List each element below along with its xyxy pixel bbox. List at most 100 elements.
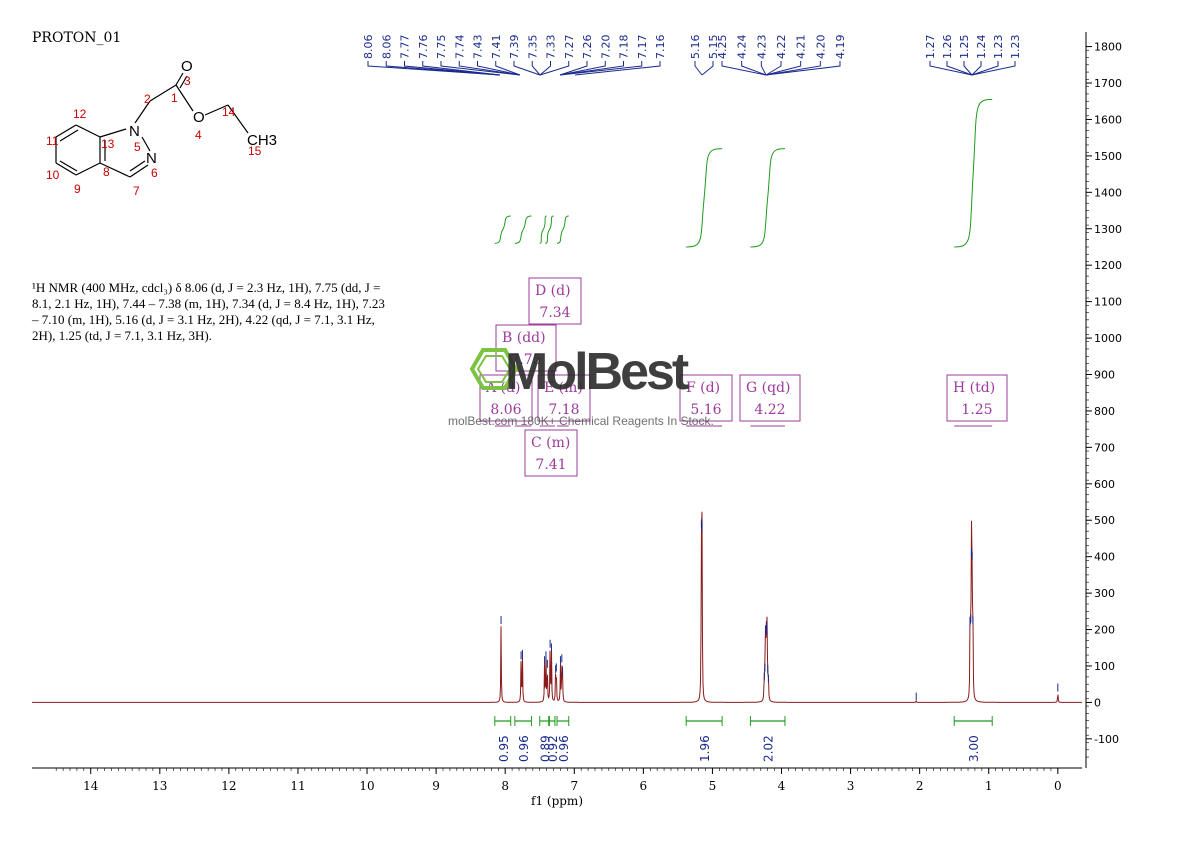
atom-number: 15 [248, 144, 262, 158]
peak-label: 7.75 [435, 35, 448, 60]
x-tick-label: 11 [290, 779, 305, 793]
peak-label: 1.27 [924, 35, 937, 60]
peak-label-connector [404, 61, 501, 76]
x-tick-label: 8 [501, 779, 509, 793]
nmr-assignment-text: ¹H NMR (400 MHz, cdcl₃) δ 8.06 (d, J = 2… [32, 280, 385, 343]
atom-number: 7 [133, 184, 140, 198]
integral-curve [686, 148, 723, 248]
peak-label-connector [495, 61, 521, 76]
y-tick-label: 0 [1094, 696, 1101, 709]
peak-label-connector [765, 61, 821, 76]
integration-bars: 0.95 0.96 0.890.920.96 1.96 2.02 3.00 [494, 716, 993, 762]
peak-label-connector [440, 61, 521, 76]
multiplet-shift: 7.41 [535, 457, 566, 473]
peak-label-connector [946, 61, 973, 76]
peak-label-connector [539, 61, 570, 76]
molecule-bonds [55, 72, 249, 178]
multiplet-box [537, 374, 591, 422]
peak-label-connector [477, 61, 521, 76]
multiplet-label: E (m) [544, 380, 583, 396]
peak-label-connector [559, 61, 643, 76]
peak-label: 1.26 [941, 35, 954, 60]
atom-number: 3 [184, 74, 191, 88]
peak-label-connector [531, 61, 541, 76]
atom-number: 13 [101, 137, 115, 151]
molecule-atoms: O O N N CH3 [129, 58, 277, 167]
y-tick-label: 700 [1094, 441, 1115, 454]
peak-label-connector [721, 61, 767, 76]
integration-value: 1.96 [698, 735, 712, 762]
x-tick-label: 7 [570, 779, 578, 793]
y-tick-label: 1200 [1094, 259, 1122, 272]
integration-value: 3.00 [967, 735, 981, 762]
peak-label-connector [458, 61, 521, 76]
atom-number: 10 [46, 168, 60, 182]
peak-label: 7.41 [490, 35, 503, 60]
y-tick-label: 1800 [1094, 41, 1122, 54]
peak-label: 7.26 [581, 35, 594, 60]
molecule-structure: O O N N CH3 1 2 3 4 5 6 7 8 9 10 11 12 1… [46, 58, 277, 198]
integral-curve [514, 215, 532, 244]
y-tick-label: 300 [1094, 587, 1115, 600]
peak-label-connector [559, 61, 588, 76]
peak-label-connector [760, 61, 767, 76]
x-tick-label: 2 [916, 779, 924, 793]
y-tick-label: 1600 [1094, 113, 1122, 126]
integration-value: 0.92 [546, 735, 560, 762]
multiplet-shift: 7.18 [548, 402, 579, 418]
peak-label: 7.35 [526, 35, 539, 60]
multiplet-shift: 7.75 [510, 352, 541, 368]
multiplet-box [739, 374, 801, 422]
y-tick-label: 800 [1094, 405, 1115, 418]
x-tick-label: 10 [359, 779, 374, 793]
peak-label-connector [385, 61, 501, 76]
y-axis: 1800170016001500140013001200110010009008… [1085, 32, 1122, 768]
peak-label: 7.27 [563, 35, 576, 60]
peak-label-connector [701, 61, 714, 76]
x-axis: 14 13 12 11 10 9 8 7 6 5 4 3 2 1 0 [32, 767, 1082, 793]
multiplet-label: C (m) [531, 435, 570, 451]
peak-label: 8.06 [380, 35, 393, 60]
atom-numbers: 1 2 3 4 5 6 7 8 9 10 11 12 13 14 15 [46, 74, 262, 198]
atom-number: 5 [134, 140, 141, 154]
y-tick-label: 1400 [1094, 186, 1122, 199]
peak-label-connector [741, 61, 767, 76]
peak-label-connector [539, 61, 551, 76]
x-tick-label: 3 [847, 779, 855, 793]
integral-curves [494, 98, 993, 248]
multiplet-shift: 7.34 [539, 305, 570, 321]
peak-label: 5.16 [689, 35, 702, 60]
atom-label: CH3 [247, 132, 277, 149]
integral-curve [545, 215, 554, 244]
x-axis-label: f1 (ppm) [531, 794, 583, 808]
y-tick-label: 1100 [1094, 296, 1122, 309]
peak-label: 7.43 [472, 35, 485, 60]
peak-label: 8.06 [362, 35, 375, 60]
peak-label-connector [929, 61, 973, 76]
multiplet-shift: 5.16 [690, 402, 721, 418]
integral-curve [539, 215, 547, 244]
peak-label: 1.23 [992, 35, 1005, 60]
atom-number: 14 [222, 105, 236, 119]
peak-label-connector [694, 61, 703, 76]
peak-label: 7.16 [654, 35, 667, 60]
atom-number: 6 [151, 166, 158, 180]
watermark-brand: MolBest [505, 343, 689, 401]
peak-label: 4.24 [736, 35, 749, 60]
integration-value: 2.02 [762, 735, 776, 762]
integration-value: 0.96 [517, 735, 531, 762]
integral-curve [494, 215, 511, 244]
peak-label-connector [971, 61, 999, 76]
peak-label-connector [765, 61, 782, 76]
atom-number: 1 [171, 91, 178, 105]
x-tick-label: 1 [985, 779, 993, 793]
peak-label: 7.18 [618, 35, 631, 60]
multiplet-label: H (td) [953, 380, 995, 396]
peak-label: 4.20 [814, 35, 827, 60]
multiplet-box [679, 374, 733, 422]
multiplet-box [524, 429, 578, 477]
y-tick-label: 500 [1094, 514, 1115, 527]
peak-label: 7.76 [417, 35, 430, 60]
integral-curve [954, 98, 993, 248]
